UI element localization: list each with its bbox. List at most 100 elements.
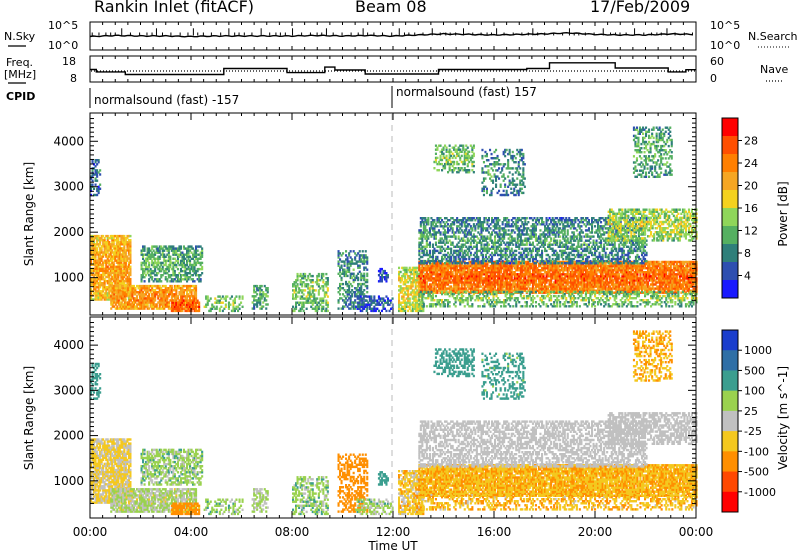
- rti-cell: [346, 260, 349, 263]
- rti-cell: [187, 299, 190, 302]
- rti-cell: [126, 284, 129, 288]
- rti-cell: [105, 265, 108, 268]
- rti-cell: [308, 295, 311, 298]
- rti-cell: [100, 277, 103, 281]
- rti-cell: [106, 275, 109, 279]
- rti-cell: [299, 307, 302, 310]
- rti-cell: [114, 287, 117, 290]
- rti-cell: [166, 249, 169, 252]
- rti-cell: [265, 295, 268, 298]
- rti-cell: [99, 249, 102, 252]
- rti-cell: [361, 309, 364, 313]
- rti-cell: [355, 289, 358, 292]
- rti-cell: [117, 271, 120, 275]
- rti-cell: [169, 265, 172, 269]
- rti-cell: [157, 301, 160, 304]
- rti-cell: [349, 291, 352, 294]
- rti-cell: [117, 273, 120, 277]
- rti-cell: [96, 279, 99, 283]
- rti-cell: [161, 247, 164, 250]
- rti-cell: [155, 278, 158, 281]
- rti-cell: [193, 251, 196, 254]
- rti-cell: [155, 263, 158, 267]
- rti-cell: [91, 279, 94, 283]
- rti-cell: [160, 293, 163, 296]
- rti-cell: [199, 261, 202, 265]
- rti-cell: [182, 263, 185, 267]
- rti-cell: [304, 297, 307, 300]
- rti-cell: [124, 255, 127, 258]
- rti-cell: [301, 277, 304, 280]
- rti-cell: [310, 301, 313, 304]
- rti-cell: [120, 243, 123, 246]
- rti-cell: [100, 255, 103, 258]
- rti-cell: [170, 307, 173, 310]
- rti-cell: [179, 297, 182, 300]
- rti-cell: [304, 285, 307, 288]
- rti-cell: [146, 303, 149, 306]
- rti-cell: [146, 289, 149, 292]
- rti-cell: [198, 261, 201, 265]
- rti-cell: [357, 272, 360, 275]
- rti-cell: [105, 267, 108, 270]
- rti-cell: [99, 239, 102, 242]
- rti-cell: [170, 297, 173, 300]
- rti-cell: [158, 261, 161, 265]
- rti-cell: [265, 303, 268, 306]
- rti-cell: [140, 291, 143, 294]
- rti-cell: [97, 286, 100, 289]
- rti-cell: [176, 267, 179, 271]
- rti-cell: [157, 278, 160, 281]
- rti-cell: [90, 292, 93, 295]
- rti-cell: [343, 268, 346, 271]
- rti-cell: [181, 261, 184, 265]
- rti-cell: [166, 287, 169, 290]
- rti-cell: [148, 257, 151, 260]
- rti-cell: [179, 289, 182, 292]
- rti-cell: [184, 305, 187, 308]
- rti-cell: [345, 274, 348, 278]
- rti-cell: [201, 249, 204, 252]
- rti-cell: [325, 309, 328, 313]
- rti-cell: [97, 294, 100, 297]
- rti-cell: [186, 307, 189, 310]
- rti-cell: [111, 241, 114, 244]
- rti-cell: [259, 284, 262, 288]
- rti-cell: [173, 297, 176, 300]
- rti-cell: [103, 294, 106, 297]
- rti-cell: [99, 257, 102, 260]
- rti-cell: [111, 277, 114, 281]
- rti-cell: [164, 255, 167, 258]
- rti-cell: [184, 299, 187, 302]
- rti-cell: [169, 274, 172, 277]
- rti-cell: [99, 267, 102, 270]
- rti-cell: [385, 278, 388, 281]
- rti-cell: [117, 251, 120, 254]
- rti-cell: [193, 280, 196, 283]
- rti-cell: [343, 295, 346, 298]
- rti-cell: [313, 301, 316, 304]
- rti-cell: [151, 297, 154, 300]
- rti-cell: [143, 284, 146, 288]
- rti-cell: [172, 261, 175, 265]
- rti-cell: [106, 269, 109, 273]
- rti-cell: [143, 293, 146, 296]
- rti-cell: [181, 305, 184, 308]
- rti-cell: [120, 247, 123, 250]
- rti-cell: [100, 294, 103, 297]
- rti-cell: [120, 241, 123, 244]
- rti-cell: [157, 297, 160, 300]
- rti-cell: [90, 277, 93, 281]
- rti-cell: [163, 255, 166, 258]
- rti-cell: [296, 295, 299, 298]
- rti-cell: [196, 249, 199, 252]
- rti-cell: [348, 262, 351, 265]
- rti-cell: [352, 278, 355, 282]
- rti-cell: [259, 295, 262, 298]
- rti-cell: [311, 289, 314, 292]
- rti-cell: [196, 274, 199, 277]
- rti-cell: [96, 169, 99, 172]
- rti-cell: [145, 293, 148, 296]
- rti-cell: [385, 309, 388, 313]
- rti-cell: [110, 287, 113, 290]
